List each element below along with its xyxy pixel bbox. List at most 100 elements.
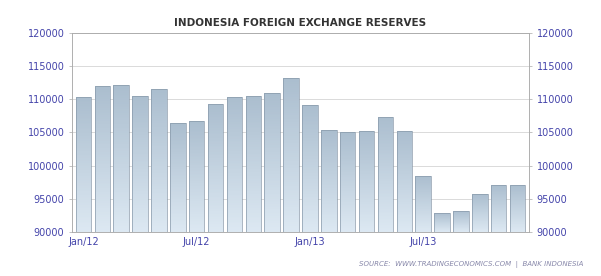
Bar bbox=[114, 104, 129, 106]
Bar bbox=[114, 188, 129, 190]
Bar bbox=[94, 177, 110, 179]
Bar bbox=[151, 161, 166, 162]
Bar bbox=[246, 157, 261, 159]
Bar bbox=[491, 205, 507, 206]
Bar bbox=[264, 188, 280, 190]
Bar bbox=[170, 183, 186, 184]
Bar bbox=[132, 96, 148, 98]
Bar bbox=[491, 222, 507, 223]
Bar bbox=[283, 216, 299, 218]
Text: SOURCE:  WWW.TRADINGECONOMICS.COM  |  BANK INDONESIA: SOURCE: WWW.TRADINGECONOMICS.COM | BANK … bbox=[359, 261, 583, 268]
Bar bbox=[76, 227, 91, 229]
Bar bbox=[170, 201, 186, 202]
Bar bbox=[302, 227, 318, 229]
Bar bbox=[76, 106, 91, 107]
Bar bbox=[321, 230, 337, 232]
Bar bbox=[132, 183, 148, 184]
Bar bbox=[472, 221, 487, 222]
Bar bbox=[246, 110, 261, 111]
Bar bbox=[246, 183, 261, 184]
Bar bbox=[340, 196, 355, 197]
Bar bbox=[151, 162, 166, 164]
Bar bbox=[264, 117, 280, 119]
Bar bbox=[151, 228, 166, 230]
Bar bbox=[208, 177, 224, 179]
Bar bbox=[264, 103, 280, 105]
Bar bbox=[189, 219, 204, 221]
Bar bbox=[510, 190, 525, 191]
Bar bbox=[283, 188, 299, 190]
Bar bbox=[264, 208, 280, 209]
Bar bbox=[227, 164, 242, 166]
Bar bbox=[151, 164, 166, 166]
Bar bbox=[321, 142, 337, 143]
Bar bbox=[283, 82, 299, 84]
Bar bbox=[208, 145, 224, 147]
Bar bbox=[76, 107, 91, 109]
Bar bbox=[340, 213, 355, 214]
Bar bbox=[227, 181, 242, 183]
Bar bbox=[170, 177, 186, 179]
Bar bbox=[283, 84, 299, 86]
Bar bbox=[359, 169, 374, 170]
Bar bbox=[227, 151, 242, 152]
Bar bbox=[321, 162, 337, 163]
Bar bbox=[151, 113, 166, 114]
Bar bbox=[151, 166, 166, 168]
Bar bbox=[76, 217, 91, 218]
Bar bbox=[189, 225, 204, 226]
Bar bbox=[227, 201, 242, 203]
Bar bbox=[114, 155, 129, 157]
Bar bbox=[283, 174, 299, 176]
Bar bbox=[510, 217, 525, 218]
Bar bbox=[151, 109, 166, 111]
Bar bbox=[302, 221, 318, 222]
Bar bbox=[114, 159, 129, 160]
Bar bbox=[491, 210, 507, 211]
Bar bbox=[227, 97, 242, 99]
Bar bbox=[151, 173, 166, 175]
Bar bbox=[302, 109, 318, 111]
Bar bbox=[491, 215, 507, 216]
Bar bbox=[114, 107, 129, 109]
Bar bbox=[114, 135, 129, 137]
Bar bbox=[472, 225, 487, 226]
Bar bbox=[302, 138, 318, 140]
Bar bbox=[208, 161, 224, 163]
Bar bbox=[264, 204, 280, 206]
Bar bbox=[170, 138, 186, 139]
Bar bbox=[340, 197, 355, 198]
Bar bbox=[340, 139, 355, 140]
Bar bbox=[415, 204, 431, 205]
Bar bbox=[114, 102, 129, 104]
Bar bbox=[359, 199, 374, 200]
Bar bbox=[472, 226, 487, 227]
Bar bbox=[227, 212, 242, 213]
Bar bbox=[246, 206, 261, 208]
Bar bbox=[208, 182, 224, 184]
Bar bbox=[246, 188, 261, 189]
Bar bbox=[189, 228, 204, 229]
Bar bbox=[321, 206, 337, 208]
Bar bbox=[302, 121, 318, 122]
Bar bbox=[321, 221, 337, 222]
Bar bbox=[170, 150, 186, 152]
Bar bbox=[132, 229, 148, 230]
Bar bbox=[491, 186, 507, 187]
Bar bbox=[321, 180, 337, 181]
Bar bbox=[321, 147, 337, 148]
Bar bbox=[170, 155, 186, 156]
Bar bbox=[114, 217, 129, 219]
Bar bbox=[283, 107, 299, 109]
Bar bbox=[151, 105, 166, 107]
Bar bbox=[264, 221, 280, 223]
Bar bbox=[132, 208, 148, 210]
Bar bbox=[340, 208, 355, 209]
Bar bbox=[132, 223, 148, 225]
Bar bbox=[510, 228, 525, 229]
Bar bbox=[397, 209, 412, 210]
Bar bbox=[264, 213, 280, 214]
Bar bbox=[359, 187, 374, 188]
Bar bbox=[94, 148, 110, 150]
Bar bbox=[377, 124, 393, 125]
